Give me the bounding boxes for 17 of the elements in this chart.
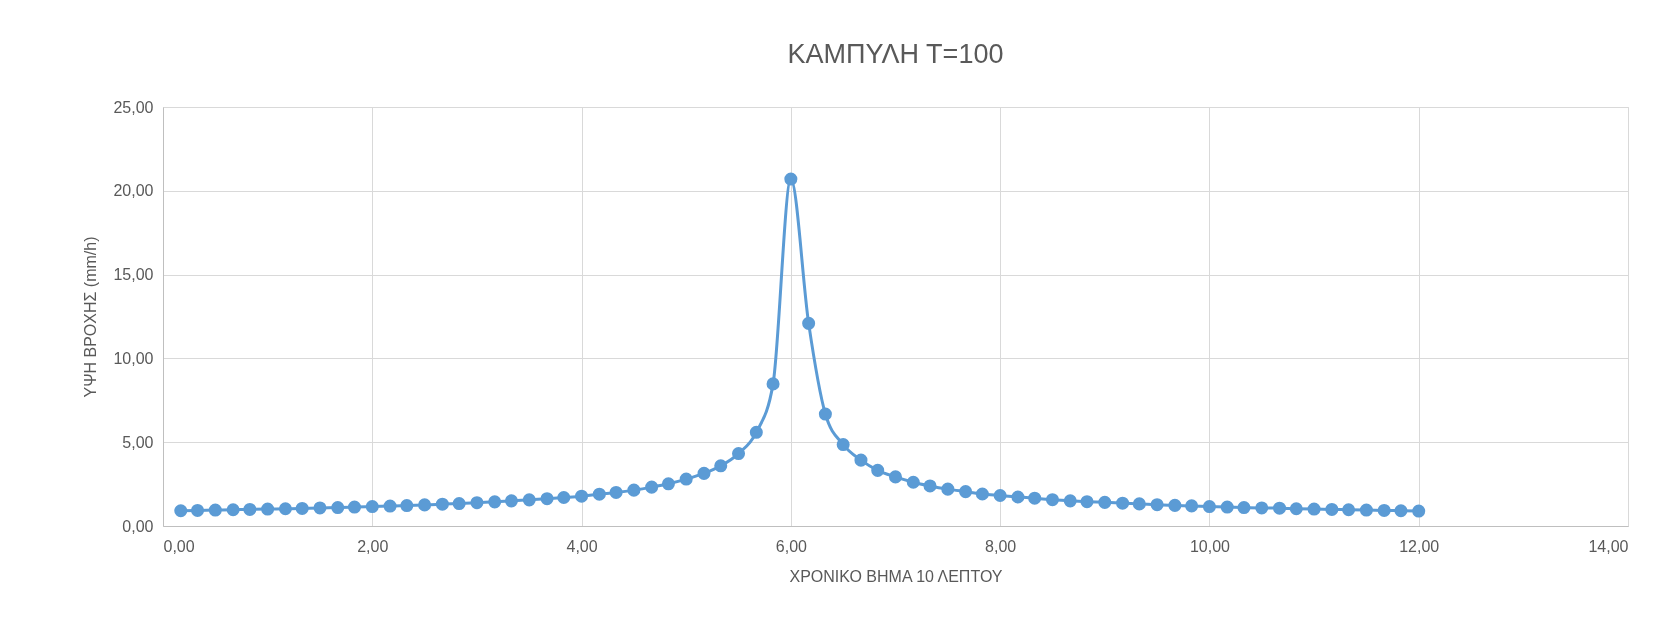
x-tick-label: 0,00 [163,537,195,555]
x-tick-label: 12,00 [1399,537,1440,555]
y-tick-label: 20,00 [113,182,154,200]
x-tick-label: 10,00 [1189,537,1231,555]
y-tick-label: 15,00 [113,266,154,284]
x-axis-title: ΧΡΟΝΙΚΟ ΒΗΜΑ 10 ΛΕΠΤΟΥ [789,567,1003,585]
y-tick-label: 0,00 [122,517,154,535]
chart-title: ΚΑΜΠΥΛΗ Τ=100 [787,39,1004,69]
x-tick-label: 2,00 [357,537,389,555]
x-tick-label: 8,00 [985,537,1017,555]
y-axis-title: ΥΨΗ ΒΡΟΧΗΣ (mm/h) [82,236,100,398]
y-tick-label: 10,00 [113,349,154,367]
x-tick-label: 6,00 [775,537,808,555]
x-tick-label: 4,00 [566,537,598,555]
y-tick-label: 5,00 [122,433,154,451]
y-tick-label: 25,00 [113,98,154,116]
x-tick-label: 14,00 [1588,537,1629,555]
